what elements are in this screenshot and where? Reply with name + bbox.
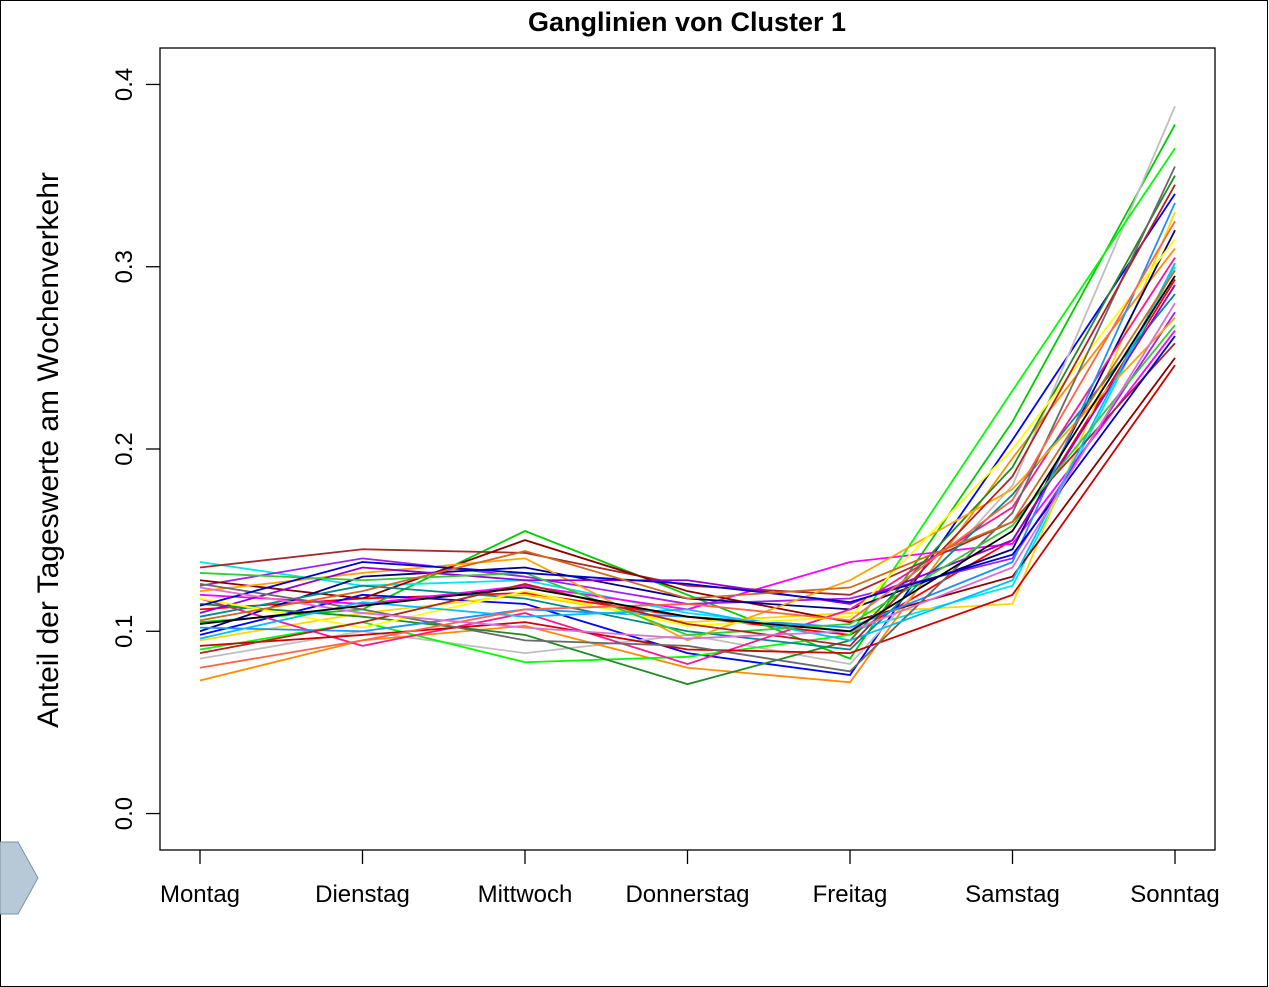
series-line <box>199 211 1176 642</box>
series-line <box>199 175 1176 686</box>
series-line <box>199 220 1176 669</box>
x-tick-label: Samstag <box>965 881 1060 908</box>
series-line <box>199 335 1176 607</box>
series-line <box>199 262 1176 642</box>
series-line <box>199 269 1176 622</box>
series-line <box>199 124 1176 660</box>
series-line <box>199 275 1176 633</box>
x-tick-label: Freitag <box>813 881 888 908</box>
x-tick-label: Mittwoch <box>478 881 573 908</box>
series-line <box>199 342 1176 596</box>
series-line <box>199 329 1176 611</box>
series-line <box>199 311 1176 605</box>
plot-box <box>159 47 1216 851</box>
series-line <box>199 184 1176 655</box>
x-tick-label: Sonntag <box>1130 881 1219 908</box>
series-line <box>199 324 1176 636</box>
series-line <box>199 293 1176 651</box>
x-tick-label: Montag <box>160 881 240 908</box>
x-tick-label: Dienstag <box>315 881 410 908</box>
chart-title: Ganglinien von Cluster 1 <box>528 7 846 37</box>
y-tick-label: 0.3 <box>111 250 138 283</box>
series-line <box>199 284 1176 614</box>
y-tick-label: 0.4 <box>111 68 138 101</box>
series-line <box>199 357 1176 624</box>
series-line <box>199 193 1176 676</box>
y-tick-label: 0.1 <box>111 615 138 648</box>
series-line <box>199 238 1176 629</box>
y-tick-label: 0.0 <box>111 797 138 830</box>
series-line <box>199 364 1176 655</box>
y-tick-label: 0.2 <box>111 432 138 465</box>
nav-arrow <box>0 841 39 915</box>
y-axis-label: Anteil der Tageswerte am Wochenverkehr <box>32 172 65 728</box>
series-line <box>199 317 1176 642</box>
x-tick-label: Donnerstag <box>625 881 749 908</box>
series-line <box>199 302 1176 640</box>
series-line <box>199 257 1176 666</box>
series-line <box>199 166 1176 673</box>
